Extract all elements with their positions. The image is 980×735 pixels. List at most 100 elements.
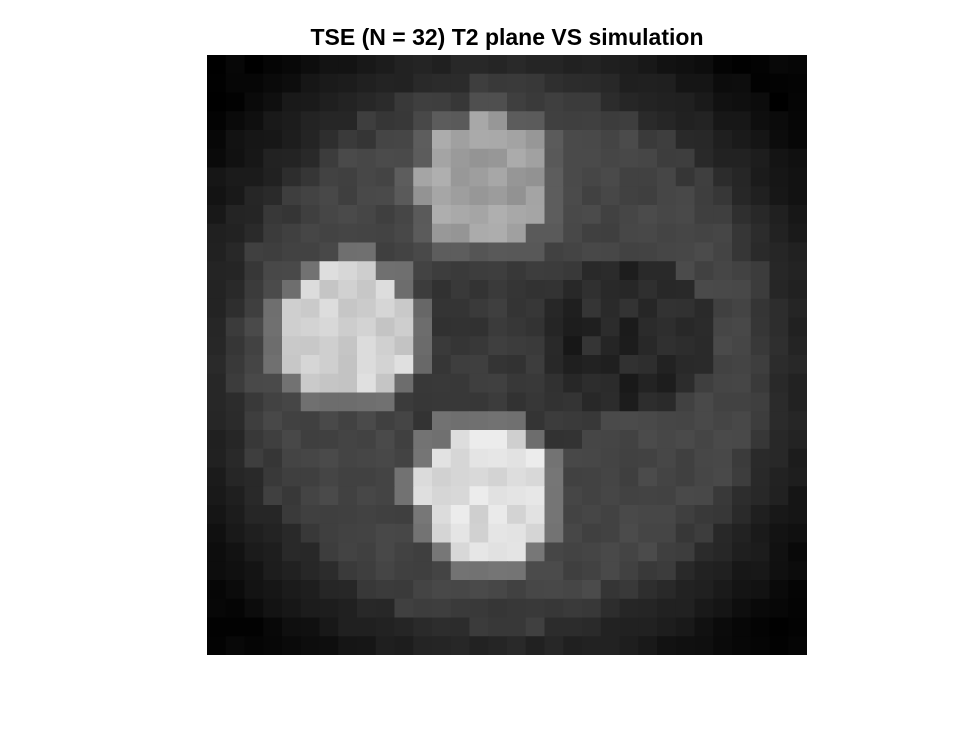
pixel [263, 186, 282, 205]
pixel [620, 543, 639, 562]
pixel [263, 449, 282, 468]
pixel [395, 618, 414, 637]
pixel [376, 336, 395, 355]
pixel [263, 393, 282, 412]
pixel [751, 74, 770, 93]
pixel [582, 168, 601, 187]
pixel [788, 111, 807, 130]
pixel [638, 355, 657, 374]
pixel [320, 280, 339, 299]
pixel [376, 505, 395, 524]
pixel [207, 243, 226, 262]
pixel [788, 430, 807, 449]
pixel [770, 318, 789, 337]
pixel [526, 205, 545, 224]
pixel [601, 168, 620, 187]
pixel [207, 468, 226, 487]
pixel [376, 393, 395, 412]
pixel [601, 74, 620, 93]
pixel [413, 374, 432, 393]
pixel [770, 111, 789, 130]
pixel [582, 524, 601, 543]
pixel [713, 130, 732, 149]
pixel [395, 149, 414, 168]
pixel [751, 318, 770, 337]
pixel [638, 280, 657, 299]
pixel [657, 130, 676, 149]
pixel [432, 636, 451, 655]
pixel [320, 205, 339, 224]
pixel [526, 393, 545, 412]
pixel [320, 149, 339, 168]
pixel [657, 543, 676, 562]
pixel [470, 618, 489, 637]
pixel [338, 636, 357, 655]
pixel [582, 393, 601, 412]
pixel [545, 355, 564, 374]
pixel [207, 599, 226, 618]
pixel [395, 55, 414, 74]
pixel [695, 336, 714, 355]
pixel [563, 261, 582, 280]
pixel [282, 543, 301, 562]
pixel [470, 524, 489, 543]
pixel [601, 393, 620, 412]
pixel [432, 205, 451, 224]
pixel [357, 580, 376, 599]
pixel [526, 355, 545, 374]
pixel [695, 130, 714, 149]
pixel [751, 618, 770, 637]
pixel [507, 74, 526, 93]
pixel [545, 336, 564, 355]
pixel [488, 336, 507, 355]
pixel [582, 411, 601, 430]
pixel [545, 318, 564, 337]
pixel [770, 618, 789, 637]
pixel [713, 93, 732, 112]
pixel [657, 468, 676, 487]
pixel [413, 468, 432, 487]
pixel [395, 111, 414, 130]
pixel [413, 336, 432, 355]
pixel [470, 111, 489, 130]
pixel [563, 355, 582, 374]
pixel [301, 411, 320, 430]
pixel [338, 561, 357, 580]
pixel [713, 280, 732, 299]
pixel [451, 561, 470, 580]
pixel [245, 430, 264, 449]
pixel [432, 168, 451, 187]
pixel [338, 55, 357, 74]
pixel [601, 618, 620, 637]
pixel [545, 543, 564, 562]
pixel [320, 411, 339, 430]
pixel [432, 55, 451, 74]
pixel [526, 299, 545, 318]
pixel [488, 468, 507, 487]
pixel [301, 561, 320, 580]
pixel [751, 486, 770, 505]
pixel [638, 524, 657, 543]
pixel [338, 224, 357, 243]
pixel [695, 168, 714, 187]
pixel [432, 580, 451, 599]
pixel [620, 374, 639, 393]
pixel [207, 299, 226, 318]
pixel [563, 111, 582, 130]
pixel [245, 55, 264, 74]
pixel [713, 580, 732, 599]
pixel [751, 205, 770, 224]
pixel [226, 224, 245, 243]
pixel [526, 168, 545, 187]
pixel [713, 74, 732, 93]
pixel [338, 280, 357, 299]
pixel [226, 243, 245, 262]
pixel [676, 93, 695, 112]
pixel [507, 355, 526, 374]
pixel [770, 393, 789, 412]
pixel [451, 524, 470, 543]
pixel [207, 261, 226, 280]
pixel [582, 449, 601, 468]
pixel [676, 186, 695, 205]
pixel [563, 336, 582, 355]
